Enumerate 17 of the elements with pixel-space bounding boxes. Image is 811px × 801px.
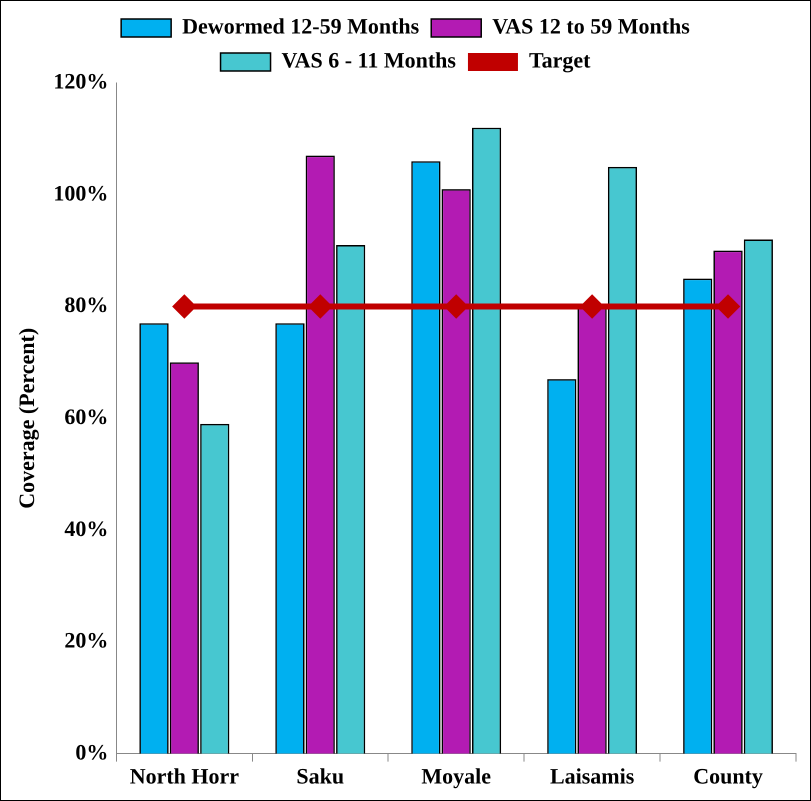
y-tick-label: 0% xyxy=(75,739,108,764)
legend-label: VAS 12 to 59 Months xyxy=(492,14,690,39)
legend-label: VAS 6 - 11 Months xyxy=(282,48,456,73)
y-axis-title: Coverage (Percent) xyxy=(14,328,39,509)
y-tick-label: 20% xyxy=(64,628,108,653)
y-tick-label: 80% xyxy=(64,292,108,318)
y-tick-label: 100% xyxy=(53,180,108,206)
x-tick-label: North Horr xyxy=(130,763,240,788)
x-tick-label: County xyxy=(693,763,763,788)
legend-label: Target xyxy=(528,48,592,73)
x-tick-label: Moyale xyxy=(421,763,492,788)
legend-label: Dewormed 12-59 Months xyxy=(182,14,420,39)
x-tick-label: Saku xyxy=(296,763,344,788)
y-tick-label: 60% xyxy=(64,404,108,429)
y-tick-label: 120% xyxy=(53,68,108,94)
y-tick-label: 40% xyxy=(64,516,108,541)
x-tick-label: Laisamis xyxy=(550,763,635,788)
